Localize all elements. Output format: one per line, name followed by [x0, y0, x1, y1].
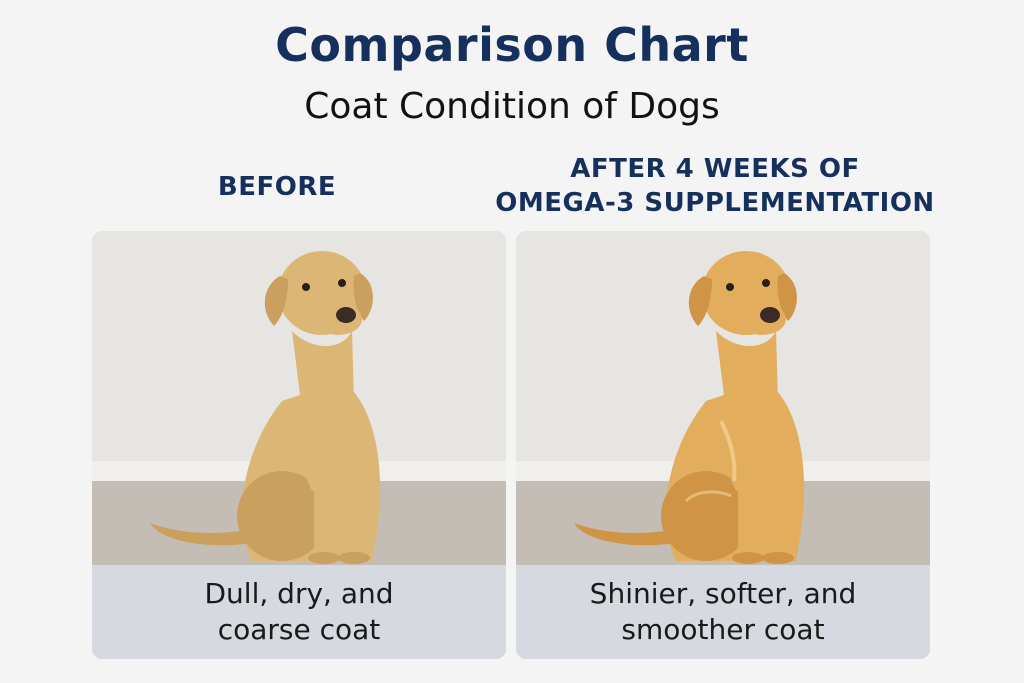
- before-panel: Dull, dry, and coarse coat: [92, 231, 506, 659]
- dog-illustration: [150, 251, 381, 564]
- before-label-line: BEFORE: [217, 172, 337, 202]
- caption-line: coarse coat: [217, 613, 381, 646]
- after-caption: Shinier, softer, and smoother coat: [516, 565, 930, 659]
- before-caption: Dull, dry, and coarse coat: [92, 565, 506, 659]
- after-label-line-1: AFTER 4 WEEKS OF: [570, 154, 860, 184]
- after-label: AFTER 4 WEEKS OF OMEGA-3 SUPPLEMENTATION: [480, 152, 950, 220]
- before-label: BEFORE: [92, 170, 462, 204]
- after-panel: Shinier, softer, and smoother coat: [516, 231, 930, 659]
- after-dog-photo: [516, 231, 930, 565]
- dog-illustration: [574, 251, 805, 564]
- chart-title: Comparison Chart: [275, 18, 749, 72]
- after-label-line-2: OMEGA-3 SUPPLEMENTATION: [495, 188, 935, 218]
- caption-line: Shinier, softer, and: [589, 577, 857, 610]
- caption-line: Dull, dry, and: [204, 577, 394, 610]
- chart-subtitle: Coat Condition of Dogs: [304, 86, 720, 127]
- before-dog-photo: [92, 231, 506, 565]
- caption-line: smoother coat: [621, 613, 825, 646]
